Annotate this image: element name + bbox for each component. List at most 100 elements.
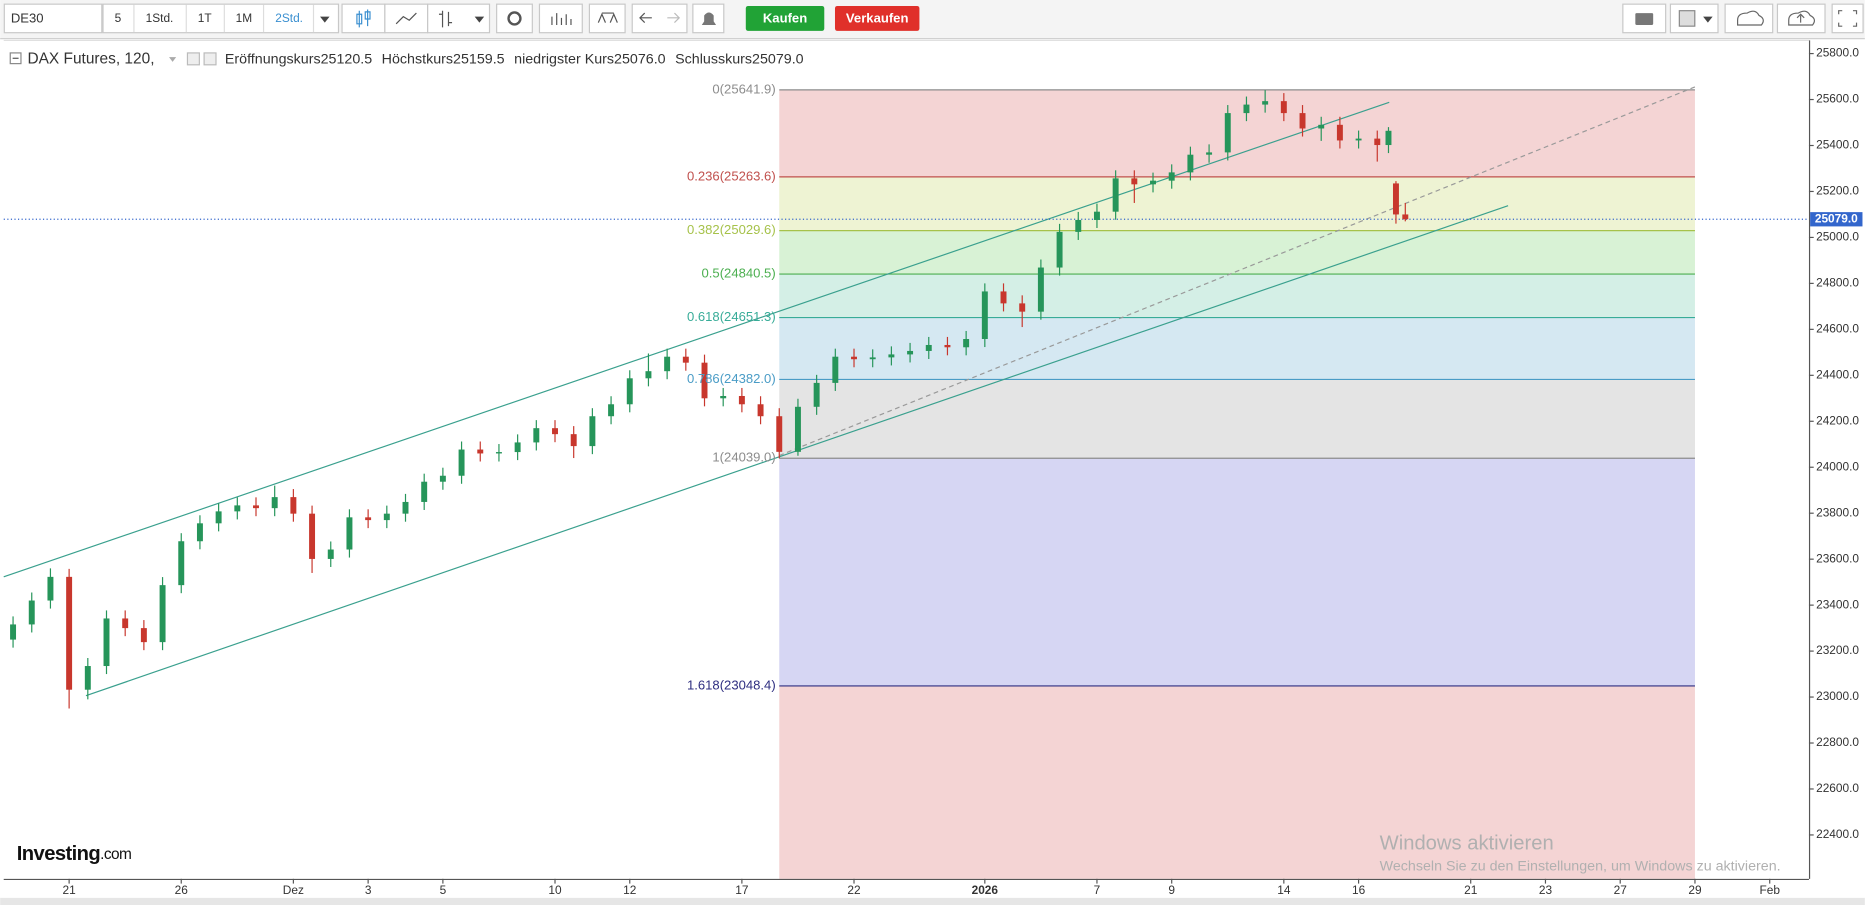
candle-body [1131, 178, 1138, 185]
scale-icon [597, 12, 618, 23]
candle-body [1392, 183, 1399, 215]
candle-body [701, 362, 708, 399]
x-tick-label: 14 [1277, 883, 1291, 897]
cloud-load-button[interactable] [1724, 3, 1774, 34]
trendline [779, 86, 1696, 457]
undo-icon [639, 12, 652, 24]
candle-body [1075, 219, 1082, 232]
candle-body [925, 344, 932, 351]
legend-settings[interactable] [186, 52, 200, 66]
candle-body [1000, 291, 1007, 304]
candle-body [1336, 124, 1343, 141]
x-tick-label: 26 [175, 883, 189, 897]
buy-button[interactable] [745, 5, 825, 31]
symbol: DE30 [11, 10, 44, 25]
candle-body [1206, 152, 1213, 155]
candle-body [869, 357, 876, 360]
candle-body [963, 339, 970, 348]
compare-button[interactable] [588, 3, 626, 34]
candle-body [10, 624, 17, 640]
fib-band [779, 274, 1695, 318]
y-tick-label: 23400.0 [1816, 597, 1859, 611]
camera-icon [1635, 13, 1654, 25]
candle-body [1037, 267, 1044, 312]
y-tick-label: 22800.0 [1816, 735, 1859, 749]
legend-hide[interactable] [203, 52, 217, 66]
labels: 0(25641.9) 0.236(25263.6) 0.382(25029.6) 0.… [687, 81, 1863, 692]
candle-type-button[interactable] [341, 3, 386, 34]
fib-band [779, 317, 1695, 380]
fib-level-label: 0.382(25029.6) [687, 222, 776, 237]
fib-bands [779, 89, 1695, 879]
candle-body [907, 350, 914, 355]
candle-body [981, 291, 988, 340]
dropdown-arrow[interactable] [1703, 16, 1713, 23]
interval-button[interactable]: 1T [198, 11, 212, 25]
candle-body [832, 356, 839, 383]
logo: Investing.com [17, 843, 131, 865]
x-tick-label: 5 [440, 883, 447, 897]
candle-body [159, 585, 166, 643]
candle-body [720, 395, 727, 399]
x-tick-label: 9 [1168, 883, 1175, 897]
candle-body [1402, 214, 1409, 220]
fullscreen-button[interactable] [1831, 3, 1864, 34]
candle-body [1374, 138, 1381, 146]
candle-body [1168, 172, 1175, 181]
candle-body [813, 382, 820, 407]
interval-button[interactable]: 5 [115, 11, 122, 25]
y-tick-label: 25400.0 [1816, 138, 1859, 152]
candle-body [178, 541, 185, 586]
candle-body [66, 576, 73, 690]
fib-band [779, 685, 1695, 879]
fib-band [779, 176, 1695, 231]
logo-suffix: .com [100, 846, 131, 863]
candle-body [514, 442, 521, 453]
candle-body [1299, 113, 1306, 129]
ohlc-label: niedrigster Kurs [514, 51, 614, 67]
bar-type-button[interactable] [427, 3, 491, 34]
y-tick-label: 24600.0 [1816, 321, 1859, 335]
interval-button[interactable]: 1Std. [146, 11, 174, 25]
fib-band [779, 458, 1695, 686]
dropdown-arrow[interactable] [474, 16, 485, 23]
candle-body [608, 404, 615, 417]
candle-body [309, 513, 316, 559]
x-tick-label: Feb [1759, 883, 1780, 897]
candle-body [645, 371, 652, 379]
symbol-input[interactable] [3, 3, 103, 34]
fib-band [779, 89, 1695, 177]
cloud-icon [1737, 10, 1764, 26]
candle-body [1093, 211, 1100, 220]
layout-icon [1678, 10, 1696, 27]
ohlc-value: 25079.0 [752, 51, 804, 67]
candle-body [28, 600, 35, 625]
candle-body [1187, 154, 1194, 173]
bell-icon [701, 12, 717, 25]
tool-buttons [341, 3, 725, 34]
x-tick-label: 7 [1094, 883, 1101, 897]
y-tick-label: 23000.0 [1816, 689, 1859, 703]
candle-body [495, 452, 502, 454]
dropdown-arrow[interactable] [320, 16, 330, 23]
candle-body [1280, 101, 1287, 114]
candle-body [439, 475, 446, 482]
candle-body [1019, 303, 1026, 312]
candle-body [1150, 180, 1156, 185]
candle-body [1243, 104, 1250, 114]
ohlc-label: Eröffnungskurs [225, 51, 321, 67]
y-tick-label: 24400.0 [1816, 367, 1859, 381]
x-tick-label: 21 [1464, 883, 1478, 897]
candle-body [346, 517, 353, 550]
interval-button[interactable]: 1M [236, 11, 253, 25]
fib-level-label: 1.618(23048.4) [687, 677, 776, 692]
candles [10, 90, 1409, 709]
sell-button[interactable] [834, 5, 920, 31]
fullscreen-icon [1838, 10, 1858, 27]
right-tools [1622, 3, 1864, 34]
last-price-label: 25079.0 [1815, 211, 1858, 225]
interval-button-active[interactable]: 2Std. [275, 11, 303, 25]
y-tick-label: 24800.0 [1816, 276, 1859, 290]
title-dropdown[interactable] [169, 57, 177, 62]
settings-button[interactable] [496, 3, 533, 34]
